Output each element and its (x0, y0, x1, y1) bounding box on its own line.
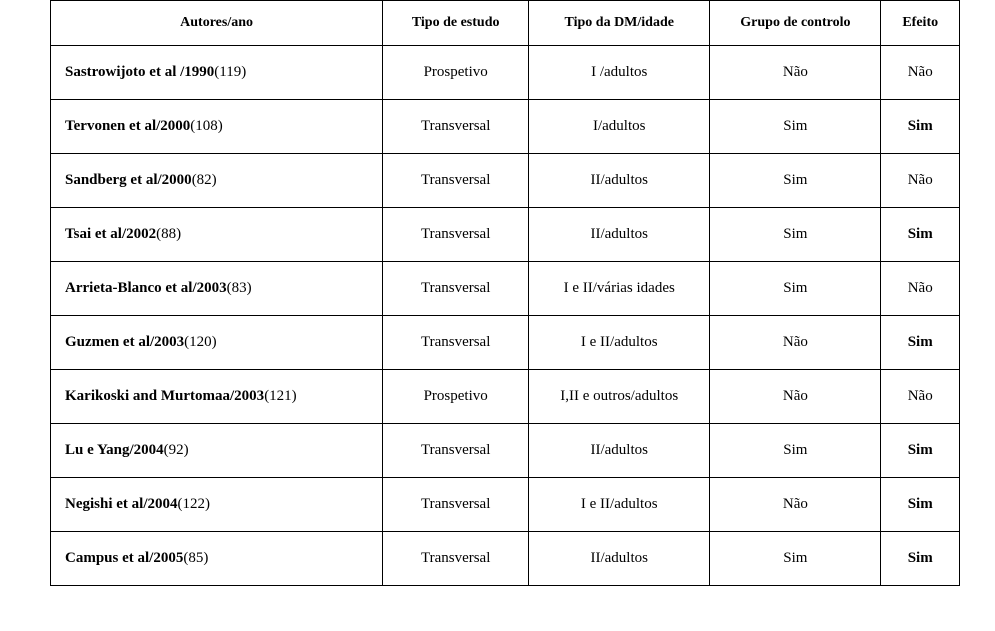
cell-grupo-controlo: Sim (710, 262, 881, 316)
cell-autores: Campus et al/2005(85) (51, 532, 383, 586)
author-name: Lu e Yang/2004 (65, 442, 164, 458)
cell-efeito: Sim (881, 208, 960, 262)
cell-grupo-controlo: Sim (710, 208, 881, 262)
table-row: Arrieta-Blanco et al/2003(83)Transversal… (51, 262, 960, 316)
author-ref: (85) (183, 550, 208, 566)
cell-autores: Lu e Yang/2004(92) (51, 424, 383, 478)
cell-autores: Karikoski and Murtomaa/2003(121) (51, 370, 383, 424)
cell-efeito: Não (881, 370, 960, 424)
cell-efeito: Não (881, 262, 960, 316)
author-name: Sandberg et al/2000 (65, 172, 192, 188)
col-tipo-estudo: Tipo de estudo (383, 1, 529, 46)
author-name: Guzmen et al/2003 (65, 334, 184, 350)
table-row: Negishi et al/2004(122)TransversalI e II… (51, 478, 960, 532)
author-name: Tervonen et al/2000 (65, 118, 190, 134)
author-ref: (120) (184, 334, 217, 350)
cell-tipo-estudo: Transversal (383, 208, 529, 262)
cell-tipo-dm: I,II e outros/adultos (529, 370, 710, 424)
col-tipo-dm: Tipo da DM/idade (529, 1, 710, 46)
cell-tipo-estudo: Transversal (383, 100, 529, 154)
author-ref: (121) (264, 388, 297, 404)
cell-grupo-controlo: Sim (710, 154, 881, 208)
cell-tipo-dm: II/adultos (529, 208, 710, 262)
col-efeito: Efeito (881, 1, 960, 46)
cell-efeito: Não (881, 46, 960, 100)
cell-tipo-estudo: Transversal (383, 262, 529, 316)
cell-tipo-estudo: Prospetivo (383, 46, 529, 100)
author-ref: (88) (156, 226, 181, 242)
cell-efeito: Sim (881, 478, 960, 532)
cell-efeito: Sim (881, 100, 960, 154)
cell-efeito: Sim (881, 424, 960, 478)
author-ref: (82) (192, 172, 217, 188)
cell-grupo-controlo: Não (710, 370, 881, 424)
cell-autores: Tsai et al/2002(88) (51, 208, 383, 262)
author-name: Tsai et al/2002 (65, 226, 156, 242)
table-head: Autores/ano Tipo de estudo Tipo da DM/id… (51, 1, 960, 46)
table-row: Tervonen et al/2000(108)TransversalI/adu… (51, 100, 960, 154)
cell-tipo-estudo: Transversal (383, 532, 529, 586)
author-name: Karikoski and Murtomaa/2003 (65, 388, 264, 404)
author-ref: (108) (190, 118, 223, 134)
cell-autores: Negishi et al/2004(122) (51, 478, 383, 532)
cell-grupo-controlo: Não (710, 316, 881, 370)
author-name: Arrieta-Blanco et al/2003 (65, 280, 227, 296)
cell-tipo-estudo: Transversal (383, 424, 529, 478)
cell-tipo-estudo: Prospetivo (383, 370, 529, 424)
studies-table: Autores/ano Tipo de estudo Tipo da DM/id… (50, 0, 960, 586)
author-ref: (122) (178, 496, 211, 512)
table-row: Guzmen et al/2003(120)TransversalI e II/… (51, 316, 960, 370)
cell-grupo-controlo: Sim (710, 424, 881, 478)
cell-efeito: Sim (881, 532, 960, 586)
table-row: Sandberg et al/2000(82)TransversalII/adu… (51, 154, 960, 208)
cell-tipo-dm: II/adultos (529, 424, 710, 478)
table-row: Sastrowijoto et al /1990(119)ProspetivoI… (51, 46, 960, 100)
col-grupo-controlo: Grupo de controlo (710, 1, 881, 46)
cell-grupo-controlo: Sim (710, 532, 881, 586)
cell-tipo-dm: I /adultos (529, 46, 710, 100)
cell-tipo-dm: I e II/adultos (529, 478, 710, 532)
author-ref: (83) (227, 280, 252, 296)
cell-grupo-controlo: Não (710, 46, 881, 100)
cell-grupo-controlo: Sim (710, 100, 881, 154)
author-ref: (119) (214, 64, 246, 80)
author-name: Sastrowijoto et al /1990 (65, 64, 214, 80)
cell-tipo-dm: II/adultos (529, 154, 710, 208)
cell-tipo-dm: I/adultos (529, 100, 710, 154)
table-body: Sastrowijoto et al /1990(119)ProspetivoI… (51, 46, 960, 586)
cell-efeito: Sim (881, 316, 960, 370)
col-autores: Autores/ano (51, 1, 383, 46)
cell-tipo-dm: I e II/adultos (529, 316, 710, 370)
table-row: Lu e Yang/2004(92)TransversalII/adultosS… (51, 424, 960, 478)
cell-grupo-controlo: Não (710, 478, 881, 532)
cell-tipo-dm: I e II/várias idades (529, 262, 710, 316)
author-name: Campus et al/2005 (65, 550, 183, 566)
cell-autores: Sandberg et al/2000(82) (51, 154, 383, 208)
table-row: Tsai et al/2002(88)TransversalII/adultos… (51, 208, 960, 262)
cell-efeito: Não (881, 154, 960, 208)
page: Autores/ano Tipo de estudo Tipo da DM/id… (0, 0, 995, 631)
cell-tipo-estudo: Transversal (383, 154, 529, 208)
author-name: Negishi et al/2004 (65, 496, 178, 512)
header-row: Autores/ano Tipo de estudo Tipo da DM/id… (51, 1, 960, 46)
table-row: Campus et al/2005(85)TransversalII/adult… (51, 532, 960, 586)
cell-tipo-dm: II/adultos (529, 532, 710, 586)
cell-tipo-estudo: Transversal (383, 478, 529, 532)
cell-tipo-estudo: Transversal (383, 316, 529, 370)
cell-autores: Guzmen et al/2003(120) (51, 316, 383, 370)
cell-autores: Arrieta-Blanco et al/2003(83) (51, 262, 383, 316)
cell-autores: Tervonen et al/2000(108) (51, 100, 383, 154)
cell-autores: Sastrowijoto et al /1990(119) (51, 46, 383, 100)
author-ref: (92) (164, 442, 189, 458)
table-row: Karikoski and Murtomaa/2003(121)Prospeti… (51, 370, 960, 424)
